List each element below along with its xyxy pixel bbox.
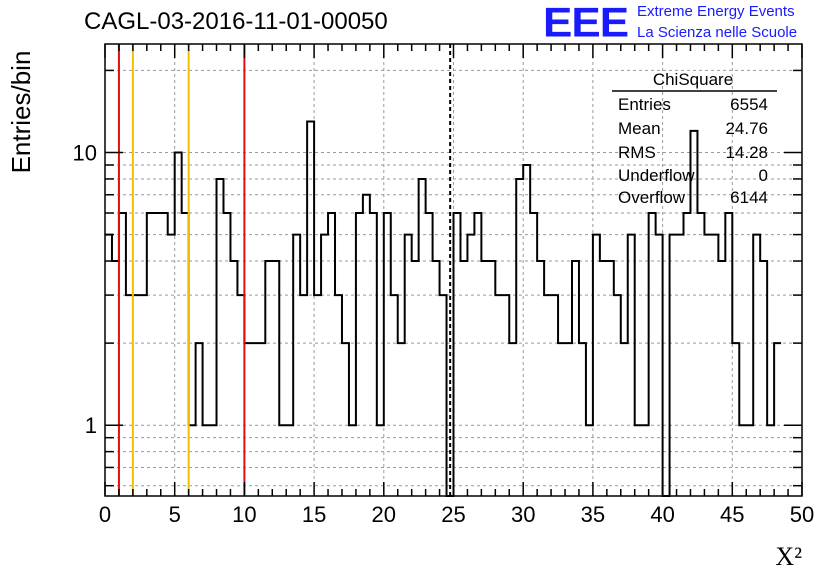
x-tick-label: 20 bbox=[372, 502, 396, 527]
x-tick-label: 35 bbox=[581, 502, 605, 527]
x-tick-label: 15 bbox=[302, 502, 326, 527]
y-tick-label: 10 bbox=[73, 141, 97, 166]
x-tick-label: 25 bbox=[441, 502, 465, 527]
y-axis-label: Entries/bin bbox=[6, 51, 36, 174]
stats-value-entries: 6554 bbox=[730, 95, 768, 114]
x-tick-label: 5 bbox=[169, 502, 181, 527]
stats-label-overflow: Overflow bbox=[618, 188, 686, 207]
stats-label-entries: Entries bbox=[618, 95, 671, 114]
stats-label-mean: Mean bbox=[618, 119, 661, 138]
y-tick-label: 1 bbox=[85, 413, 97, 438]
stats-value-mean: 24.76 bbox=[725, 119, 768, 138]
logo-line-1: Extreme Energy Events bbox=[637, 3, 795, 20]
eee-logo: EEE bbox=[543, 0, 629, 46]
stats-box: ChiSquare Entries 6554 Mean 24.76 RMS 14… bbox=[612, 70, 777, 207]
x-tick-label: 50 bbox=[790, 502, 814, 527]
x-tick-label: 40 bbox=[650, 502, 674, 527]
x-tick-label: 30 bbox=[511, 502, 535, 527]
stats-value-overflow: 6144 bbox=[730, 188, 768, 207]
logo-line-2: La Scienza nelle Scuole bbox=[637, 24, 798, 41]
chart-title: CAGL-03-2016-11-01-00050 bbox=[84, 8, 388, 35]
vertical-markers bbox=[117, 44, 452, 496]
x-tick-label: 45 bbox=[720, 502, 744, 527]
stats-value-underflow: 0 bbox=[759, 166, 768, 185]
x-tick-label: 10 bbox=[232, 502, 256, 527]
stats-label-underflow: Underflow bbox=[618, 166, 695, 185]
stats-box-name: ChiSquare bbox=[653, 70, 733, 89]
stats-value-rms: 14.28 bbox=[725, 143, 768, 162]
x-tick-label: 0 bbox=[99, 502, 111, 527]
stats-label-rms: RMS bbox=[618, 143, 656, 162]
axes: 0 5 10 15 20 25 30 35 40 45 50 1 10 bbox=[73, 43, 814, 527]
x-axis-label: X² bbox=[775, 542, 802, 571]
